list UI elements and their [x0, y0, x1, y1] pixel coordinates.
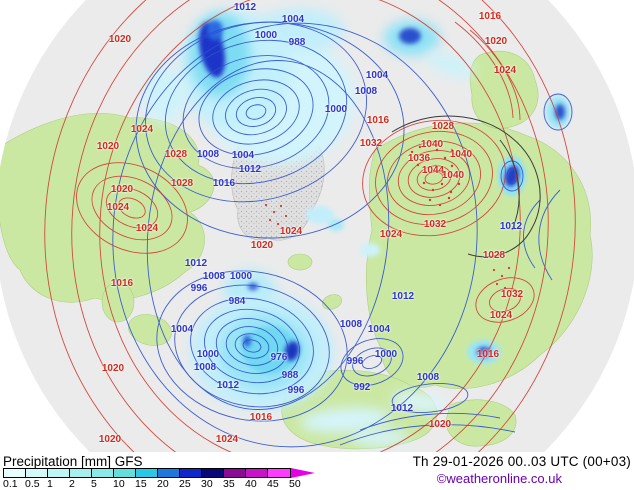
scale-tick-label: 5: [91, 478, 97, 490]
scale-segment: [26, 469, 48, 477]
scale-tick-label: 15: [135, 478, 147, 490]
land-kamchatka: [469, 50, 539, 129]
scale-segment: [70, 469, 92, 477]
scale-tick-label: 35: [223, 478, 235, 490]
precip-scale: [3, 468, 315, 478]
scale-segment: [48, 469, 70, 477]
isobar-low-layer: [112, 21, 573, 448]
scale-segment: [202, 469, 224, 477]
land-southeast: [445, 399, 517, 447]
scale-segment: [92, 469, 114, 477]
scale-tick-label: 0.5: [25, 478, 40, 490]
land-patch-1: [128, 314, 172, 346]
weather-map-svg: [0, 0, 634, 452]
black-contour-layer: [391, 115, 541, 258]
scale-segment: [268, 469, 290, 477]
scale-tick-label: 0.1: [3, 478, 18, 490]
forecast-datetime: Th 29-01-2026 00..03 UTC (00+03): [412, 454, 631, 469]
scale-tick-label: 2: [69, 478, 75, 490]
scale-segment: [158, 469, 180, 477]
scale-segment: [136, 469, 158, 477]
scale-segment: [180, 469, 202, 477]
scale-tick-label: 1: [47, 478, 53, 490]
scale-segment: [4, 469, 26, 477]
contour-stipple: [264, 145, 511, 290]
scale-tick-label: 45: [267, 478, 279, 490]
isobar-high-layer: [44, 0, 576, 452]
land-north-america: [0, 113, 215, 303]
scale-segment: [224, 469, 246, 477]
copyright: ©weatheronline.co.uk: [436, 471, 562, 486]
scale-arrow: [291, 468, 315, 478]
precipitation-layer: [143, 8, 570, 446]
land-island-1: [322, 294, 342, 310]
scale-tick-label: 40: [245, 478, 257, 490]
precip-scale-segments: [3, 468, 291, 478]
scale-tick-label: 20: [157, 478, 169, 490]
legend-footer: Precipitation [mm] GFS Th 29-01-2026 00.…: [0, 452, 634, 490]
land-island-2: [287, 253, 313, 271]
scale-tick-label: 50: [289, 478, 301, 490]
map-title: Precipitation [mm] GFS: [3, 454, 143, 469]
land-asia: [366, 122, 593, 390]
precip-scale-labels: 0.1 0.5 1 2 5 10 15 20 25 30 35 40 45 50: [3, 479, 333, 490]
land-patch-2: [101, 281, 135, 323]
scale-tick-label: 10: [113, 478, 125, 490]
scale-tick-label: 25: [179, 478, 191, 490]
scale-segment: [246, 469, 268, 477]
map-canvas: 1012 1004 1000 988 1004 1008 1000 1008 1004 1012 1…: [0, 0, 634, 452]
scale-tick-label: 30: [201, 478, 213, 490]
scale-segment: [114, 469, 136, 477]
